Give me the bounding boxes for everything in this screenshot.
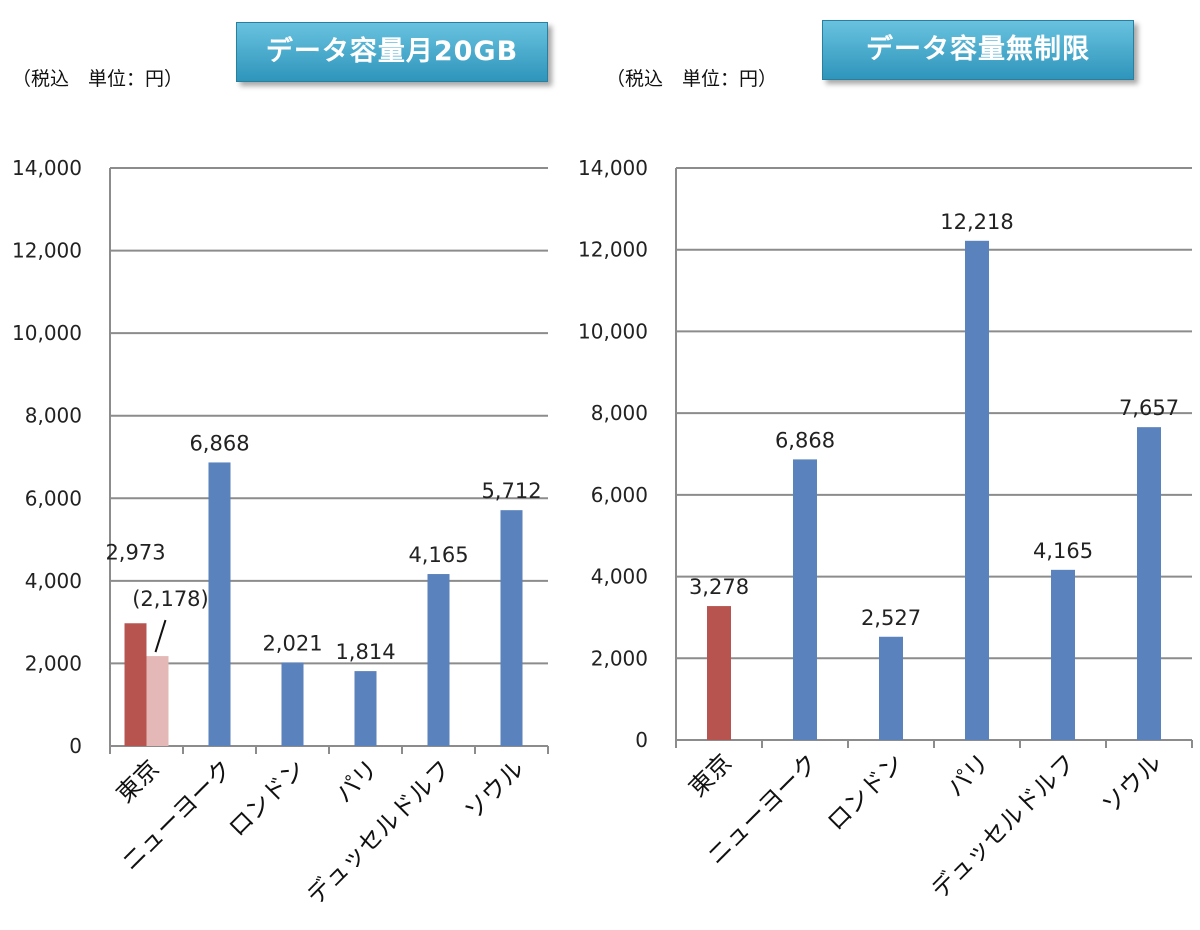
left-category-label-2: ロンドン [223,754,311,842]
right-category-label-3: パリ [942,748,996,802]
right-value-label-3: 12,218 [940,210,1013,234]
right-bar-0 [707,606,731,740]
left-value-label-5: 5,712 [481,479,541,503]
left-ytick-label: 10,000 [12,321,82,345]
right-category-label-2: ロンドン [822,748,910,836]
right-ytick-label: 4,000 [591,565,648,589]
right-category-label-0: 東京 [684,748,738,802]
right-unit-note: （税込 単位：円） [606,68,778,90]
right-value-label-1: 6,868 [775,428,835,452]
right-bar-3 [965,240,989,740]
left-chart-title: データ容量月20GB [236,22,548,82]
left-secondary-leader-line [154,619,167,653]
left-ytick-label: 14,000 [12,156,82,180]
right-ytick-label: 0 [635,728,648,752]
left-value-label-0: 2,973 [105,540,165,564]
left-value-label-4: 4,165 [408,543,468,567]
left-ytick-label: 0 [69,734,82,758]
left-category-label-5: ソウル [459,754,530,825]
left-value-label-1: 6,868 [189,431,249,455]
right-ytick-label: 14,000 [578,156,648,180]
left-ytick-label: 6,000 [25,486,82,510]
right-ytick-label: 12,000 [578,238,648,262]
right-ytick-label: 6,000 [591,483,648,507]
right-bar-2 [879,636,903,740]
left-value-label-2: 2,021 [262,632,322,656]
left-bar-3 [354,671,377,746]
left-ytick-label: 4,000 [25,569,82,593]
left-bar-2 [281,662,304,746]
right-ytick-label: 8,000 [591,401,648,425]
right-value-label-4: 4,165 [1033,539,1093,563]
right-value-label-5: 7,657 [1119,396,1179,420]
left-bar-0 [124,623,147,746]
left-unit-note: （税込 単位：円） [12,68,184,90]
right-category-label-4: デュッセルドルフ [926,748,1082,904]
left-ytick-label: 12,000 [12,239,82,263]
right-value-label-0: 3,278 [689,575,749,599]
left-secondary-value-label: (2,178) [132,587,209,611]
right-bar-1 [793,459,817,740]
left-category-label-0: 東京 [111,754,165,808]
right-chart-title: データ容量無制限 [822,20,1134,80]
right-ytick-label: 10,000 [578,319,648,343]
right-category-label-5: ソウル [1097,748,1168,819]
left-bar-4 [427,574,450,746]
right-bar-5 [1137,427,1161,740]
left-ytick-label: 2,000 [25,651,82,675]
left-category-label-3: パリ [330,754,384,808]
left-value-label-3: 1,814 [335,640,395,664]
left-ytick-label: 8,000 [25,404,82,428]
right-bar-4 [1051,569,1075,740]
right-ytick-label: 2,000 [591,646,648,670]
right-value-label-2: 2,527 [861,606,921,630]
left-bar-secondary [146,656,169,746]
left-bar-5 [500,510,523,746]
left-bar-1 [208,462,231,746]
